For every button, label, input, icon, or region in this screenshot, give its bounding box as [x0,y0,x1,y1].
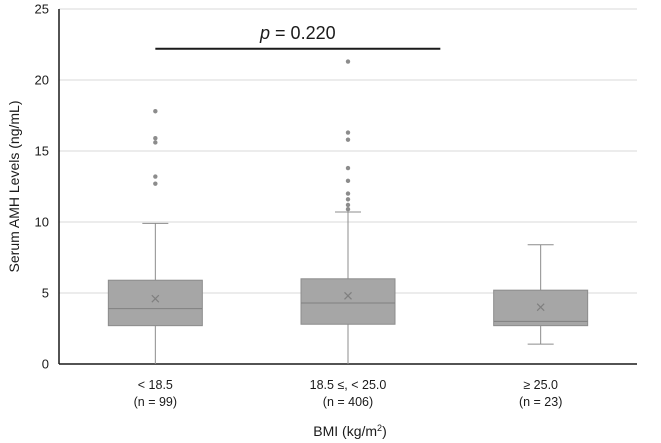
x-axis-title: BMI (kg/m2) [313,423,386,439]
category-label: ≥ 25.0 [523,378,558,392]
outlier-point [345,59,351,64]
outlier-point [153,109,158,114]
outlier-point [345,202,351,208]
y-tick-label: 25 [35,2,49,17]
outlier-point [345,137,351,142]
x-axis-title-end: ) [382,423,387,439]
y-tick-labels: 0 5 10 15 20 25 [35,2,49,372]
y-tick-label: 15 [35,144,49,159]
y-tick-label: 10 [35,215,49,230]
category-labels: < 18.5 (n = 99) 18.5 ≤, < 25.0 (n = 406) ≥ 2… [134,378,563,409]
p-value-text: = 0.220 [270,23,336,43]
outlier-point [345,165,351,171]
significance-annotation: p = 0.220 [155,23,441,50]
outlier-point [153,181,158,186]
outlier-point [345,130,351,135]
y-axis-title: Serum AMH Levels (ng/mL) [6,101,22,273]
iqr-box [107,279,203,327]
iqr-box [300,278,396,325]
box-group-3 [493,244,589,345]
category-label: < 18.5 [138,378,173,392]
mean-marker-stroke [536,303,545,312]
x-axis-title-main: BMI (kg/m [313,423,377,439]
y-tick-label: 0 [42,357,49,372]
outlier-point [345,207,351,212]
box-group-1 [107,109,203,364]
mean-marker-stroke [151,294,160,303]
y-tick-label: 20 [35,73,49,88]
outlier-point [153,136,158,141]
outlier-point [345,178,351,184]
outlier-point [153,174,158,179]
outlier-point [345,197,351,202]
x-axis-title-superscript: 2 [377,423,382,433]
outlier-point [153,140,158,145]
y-tick-label: 5 [42,286,49,301]
category-label: 18.5 ≤, < 25.0 [310,378,387,392]
category-n-label: (n = 406) [323,395,373,409]
outlier-point [345,191,351,196]
mean-marker-stroke [344,291,352,300]
p-value-label: p = 0.220 [259,23,336,43]
category-n-label: (n = 23) [519,395,562,409]
box-group-2 [300,59,396,364]
p-symbol: p [259,23,270,43]
boxes [107,59,589,364]
category-n-label: (n = 99) [134,395,177,409]
